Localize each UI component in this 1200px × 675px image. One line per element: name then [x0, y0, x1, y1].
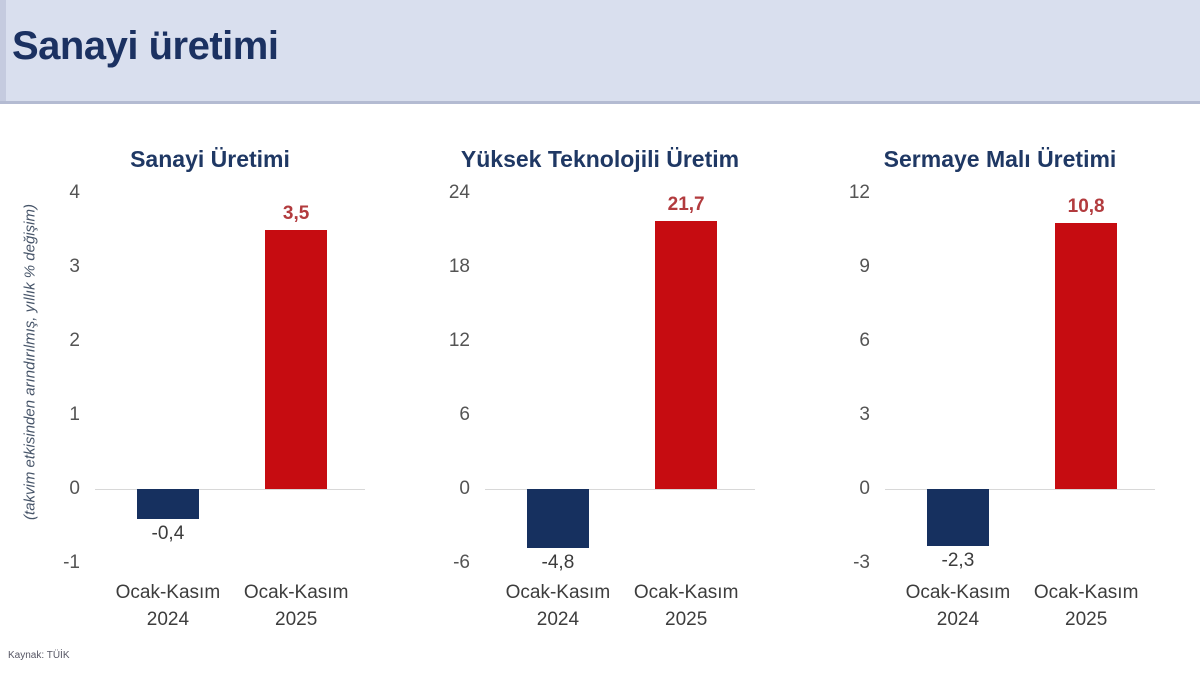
- plot-area: -4,8 21,7: [485, 193, 755, 573]
- chart-sermaye-mali-uretimi: Sermaye Malı Üretimi 12 9 6 3 0 -3 -2,3 10,8 O…: [835, 144, 1165, 651]
- x-axis-category-label: Ocak-Kasım 2025: [1033, 582, 1139, 630]
- y-axis-tick: 3: [859, 404, 870, 425]
- y-axis-tick: 12: [448, 330, 470, 351]
- zero-axis-line: [485, 489, 755, 490]
- chart-sanayi-uretimi: Sanayi Üretimi 4 3 2 1 0 -1 -0,4 3,5 Ocak-Kası…: [45, 144, 375, 651]
- y-axis-tick: 0: [459, 478, 470, 499]
- y-axis-tick: 6: [459, 404, 470, 425]
- chart-bar: [526, 489, 589, 549]
- y-axis-tick: 24: [448, 182, 470, 203]
- x-axis-category-label: Ocak-Kasım 2025: [633, 582, 739, 630]
- y-axis-tick: 3: [69, 256, 80, 277]
- x-axis: Ocak-Kasım 2024 Ocak-Kasım 2025: [835, 579, 1165, 651]
- plot-row: 24 18 12 6 0 -6 -4,8 21,7: [435, 182, 765, 573]
- x-axis-category-label: Ocak-Kasım 2024: [505, 582, 611, 630]
- y-axis-tick: -1: [63, 552, 80, 573]
- plot-area: -2,3 10,8: [885, 193, 1155, 571]
- y-axis-tick: 0: [69, 478, 80, 499]
- y-axis-tick: 18: [448, 256, 470, 277]
- chart-yuksek-teknolojili-uretim: Yüksek Teknolojili Üretim 24 18 12 6 0 -6 -4,…: [435, 144, 765, 651]
- chart-title: Yüksek Teknolojili Üretim: [460, 146, 740, 172]
- x-axis: Ocak-Kasım 2024 Ocak-Kasım 2025: [45, 579, 375, 651]
- x-axis-category-label: Ocak-Kasım 2025: [243, 582, 349, 630]
- bar-value-label: 21,7: [667, 194, 705, 216]
- chart-title: Sermaye Malı Üretimi: [883, 146, 1117, 172]
- y-axis-tick: 4: [69, 182, 80, 203]
- bar-value-label: 3,5: [282, 203, 310, 224]
- chart-title: Sanayi Üretimi: [130, 146, 290, 172]
- y-axis: 12 9 6 3 0 -3: [835, 182, 885, 573]
- y-axis: 24 18 12 6 0 -6: [435, 182, 485, 573]
- chart-bar: [655, 221, 718, 489]
- y-axis-tick: 1: [69, 404, 80, 425]
- plot-area: -0,4 3,5: [95, 193, 365, 563]
- bar-value-label: -2,3: [941, 549, 975, 571]
- header-left-accent: [0, 0, 6, 101]
- chart-bar: [926, 489, 989, 546]
- y-axis-tick: 12: [848, 182, 870, 203]
- y-axis-tick: -6: [453, 552, 470, 573]
- y-axis-tick: 9: [859, 256, 870, 277]
- zero-axis-line: [95, 489, 365, 490]
- chart-bar: [1055, 222, 1118, 489]
- plot-row: 12 9 6 3 0 -3 -2,3 10,8: [835, 182, 1165, 573]
- x-axis-category-label: Ocak-Kasım 2024: [115, 582, 221, 630]
- x-axis-category-label: Ocak-Kasım 2024: [905, 582, 1011, 630]
- chart-bar: [136, 489, 199, 519]
- y-axis-tick: 0: [859, 478, 870, 499]
- y-axis-tick: -3: [853, 552, 870, 573]
- bar-value-label: -0,4: [151, 522, 185, 544]
- chart-bar: [265, 230, 328, 489]
- slide-header: Sanayi üretimi: [0, 0, 1200, 104]
- y-axis-tick: 2: [69, 330, 80, 351]
- source-note: Kaynak: TÜİK: [8, 650, 70, 661]
- page-title: Sanayi üretimi: [12, 24, 279, 68]
- zero-axis-line: [885, 489, 1155, 490]
- y-axis-tick: 6: [859, 330, 870, 351]
- y-axis: 4 3 2 1 0 -1: [45, 182, 95, 573]
- x-axis: Ocak-Kasım 2024 Ocak-Kasım 2025: [435, 579, 765, 651]
- y-axis-note: (takvim etkisinden arındırılmış, yıllık …: [21, 204, 39, 520]
- plot-row: 4 3 2 1 0 -1 -0,4 3,5: [45, 182, 375, 573]
- bar-value-label: 10,8: [1067, 195, 1105, 217]
- bar-value-label: -4,8: [541, 552, 575, 574]
